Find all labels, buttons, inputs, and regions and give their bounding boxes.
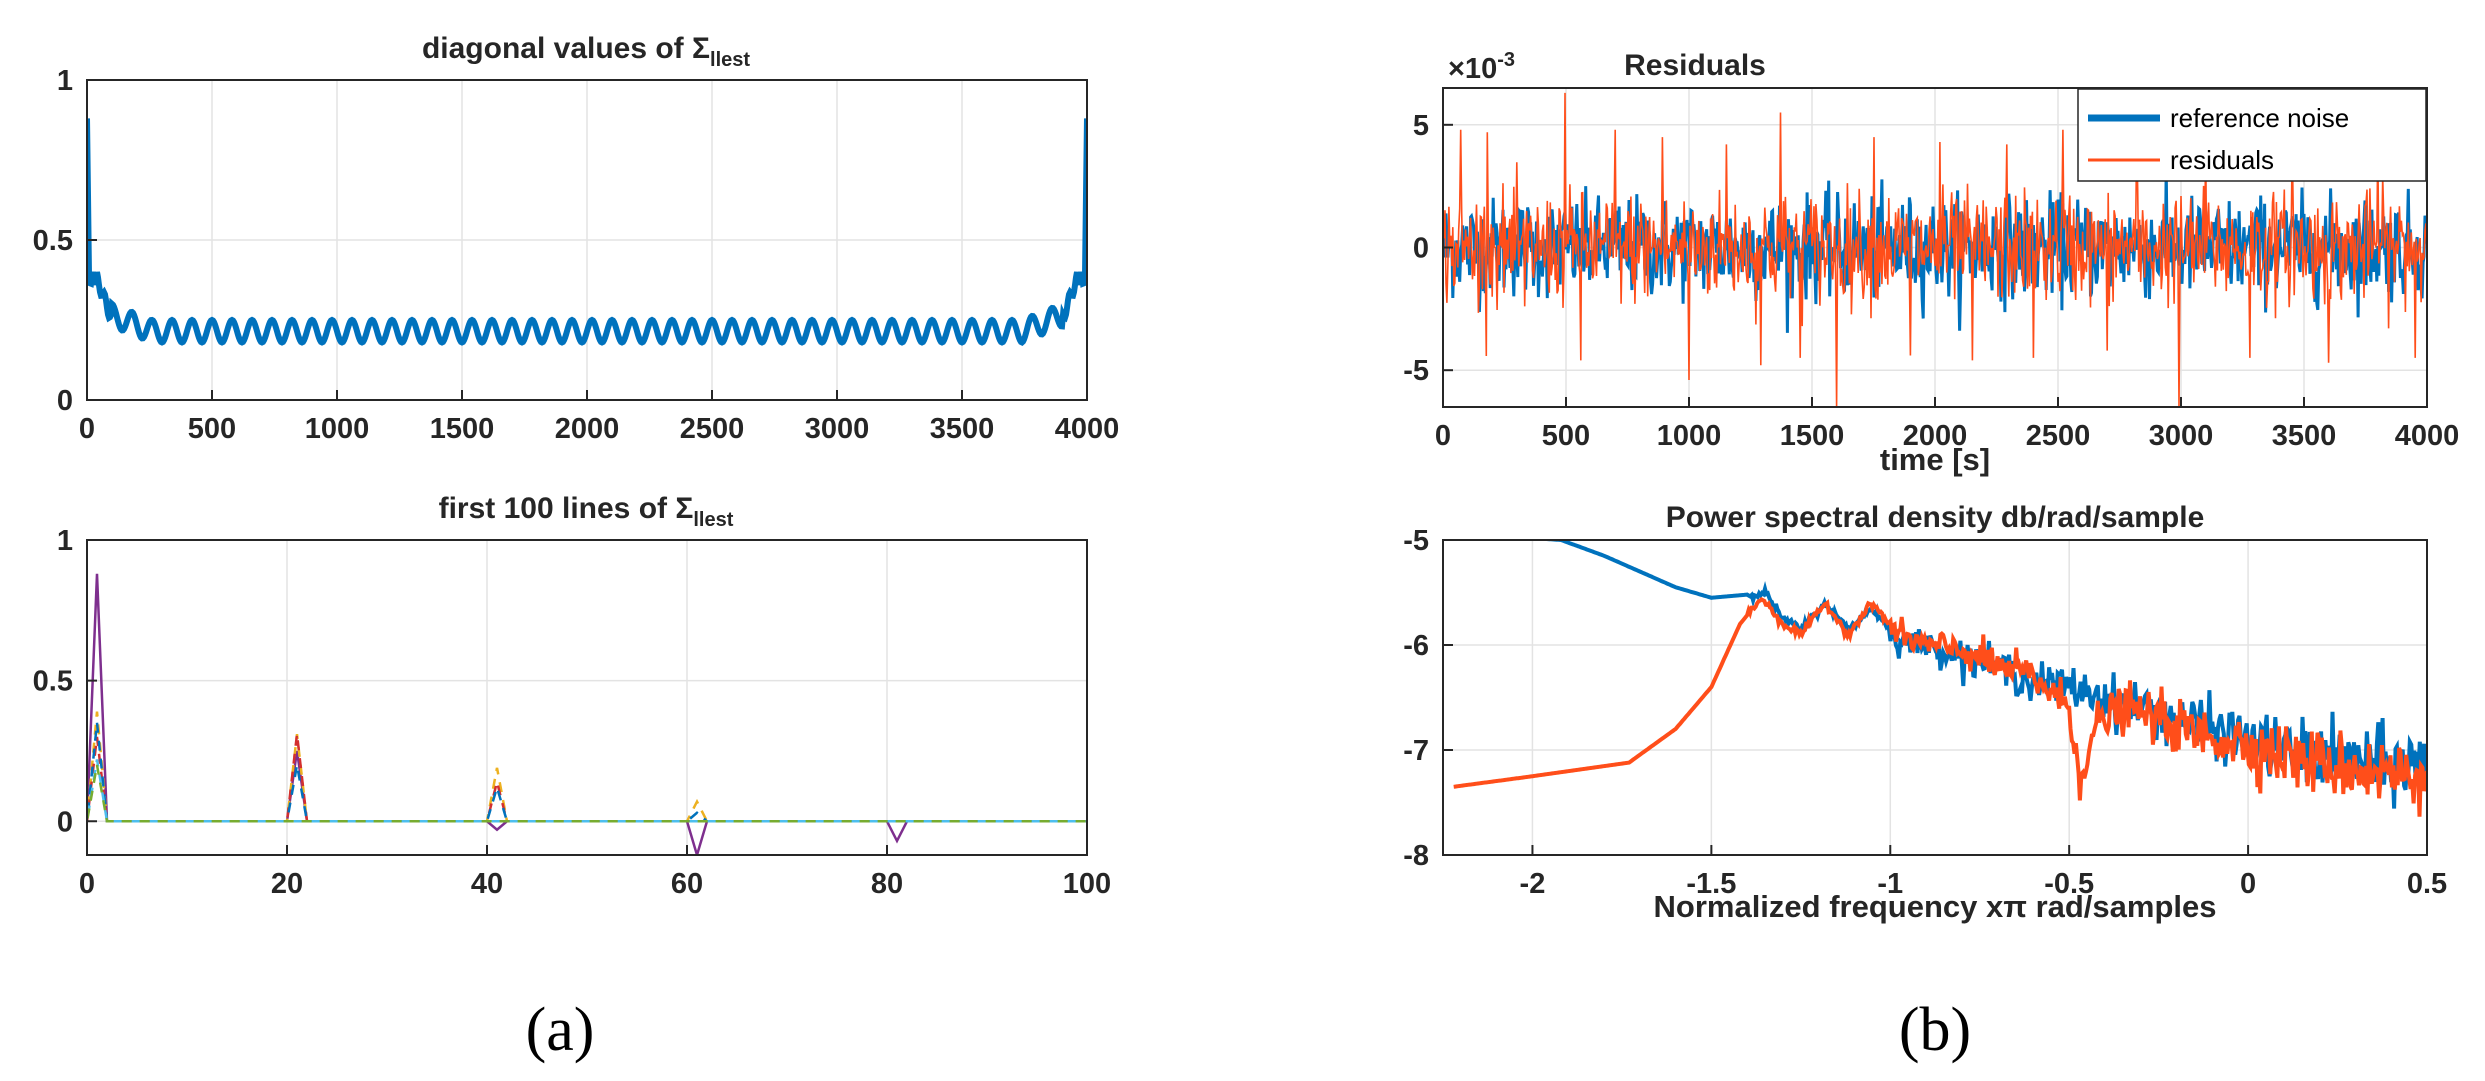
x-tick-label: -2 — [1520, 868, 1546, 900]
x-tick-label: 3500 — [2272, 420, 2337, 452]
x-tick-label: 1500 — [1780, 420, 1845, 452]
series-line-4 — [87, 722, 1087, 823]
y-tick-label: 1 — [57, 525, 73, 557]
psd-x-label: Normalized frequency xπ rad/samples — [1654, 889, 2217, 924]
panel-label-a: (a) — [526, 996, 595, 1064]
psd-plot-frame — [1442, 539, 2428, 856]
x-tick-label: 4000 — [2395, 420, 2460, 452]
x-tick-label: 100 — [1063, 868, 1111, 900]
legend-label-reference-noise: reference noise — [2170, 103, 2349, 133]
y-tick-label: 1 — [57, 65, 73, 97]
x-tick-label: 500 — [188, 413, 236, 445]
diagonal-chart-title: diagonal values of Σllest — [422, 32, 750, 71]
x-tick-label: 1000 — [305, 413, 370, 445]
x-tick-label: 2500 — [2026, 420, 2091, 452]
x-tick-label: 500 — [1542, 420, 1590, 452]
diagonal-values-chart: diagonal values of Σllest 0 500 1000 1500 20… — [33, 32, 1120, 445]
panel-label-b: (b) — [1899, 996, 1971, 1064]
y-tick-label: 5 — [1413, 110, 1429, 142]
x-tick-label: -1 — [1877, 868, 1903, 900]
lines-chart-title: first 100 lines of Σllest — [439, 492, 734, 531]
series-line-5 — [87, 759, 1087, 823]
series-line-diagonal — [87, 118, 1087, 346]
psd-chart: Power spectral density db/rad/sample -2 -… — [1403, 501, 2447, 924]
x-tick-label: 0.5 — [2407, 868, 2447, 900]
series-line-reference-noise — [1443, 167, 2427, 333]
residuals-chart: Residuals ×10-3 0 500 1000 1500 2000 2500 3000… — [1403, 49, 2459, 477]
residuals-x-label: time [s] — [1880, 442, 1990, 477]
x-tick-label: -1.5 — [1686, 868, 1736, 900]
x-tick-label: 40 — [471, 868, 503, 900]
y-tick-label: -6 — [1403, 630, 1429, 662]
x-tick-label: 2000 — [1903, 420, 1968, 452]
x-tick-label: 0 — [2240, 868, 2256, 900]
x-tick-label: 3000 — [805, 413, 870, 445]
x-tick-label: 0 — [1435, 420, 1451, 452]
x-tick-label: 0 — [79, 868, 95, 900]
y-tick-label: -5 — [1403, 355, 1429, 387]
x-tick-label: 20 — [271, 868, 303, 900]
x-tick-label: 1000 — [1657, 420, 1722, 452]
first-100-lines-chart: first 100 lines of Σllest 0 20 40 60 80 100 0 0… — [33, 492, 1112, 900]
x-tick-label: 3500 — [930, 413, 995, 445]
x-tick-label: 1500 — [430, 413, 495, 445]
y-tick-label: 0.5 — [33, 666, 73, 698]
y-tick-label: 0 — [57, 385, 73, 417]
series-line-3 — [87, 733, 1087, 823]
residuals-chart-title: Residuals — [1624, 49, 1766, 82]
x-tick-label: 80 — [871, 868, 903, 900]
y-tick-label: 0 — [57, 806, 73, 838]
series-line-residuals — [1443, 92, 2427, 407]
y-tick-label: -5 — [1403, 525, 1429, 557]
x-tick-label: 4000 — [1055, 413, 1120, 445]
x-tick-label: 2500 — [680, 413, 745, 445]
y-tick-label: 0 — [1413, 233, 1429, 265]
x-tick-label: 2000 — [555, 413, 620, 445]
legend-label-residuals: residuals — [2170, 145, 2274, 175]
series-line-residuals — [1453, 597, 2427, 817]
x-tick-label: 0 — [79, 413, 95, 445]
lines-plot-frame — [86, 539, 1088, 856]
psd-chart-title: Power spectral density db/rad/sample — [1666, 501, 2205, 534]
series-line-2 — [87, 711, 1087, 823]
residuals-legend: reference noise residuals — [2077, 88, 2427, 182]
y-tick-label: -8 — [1403, 840, 1429, 872]
y-exponent-label: ×10-3 — [1448, 49, 1515, 85]
y-tick-label: 0.5 — [33, 225, 73, 257]
series-line-1 — [87, 573, 1087, 855]
x-tick-label: -0.5 — [2044, 868, 2094, 900]
y-tick-label: -7 — [1403, 735, 1429, 767]
x-tick-label: 60 — [671, 868, 703, 900]
series-line-6 — [87, 764, 1087, 823]
x-tick-label: 3000 — [2149, 420, 2214, 452]
